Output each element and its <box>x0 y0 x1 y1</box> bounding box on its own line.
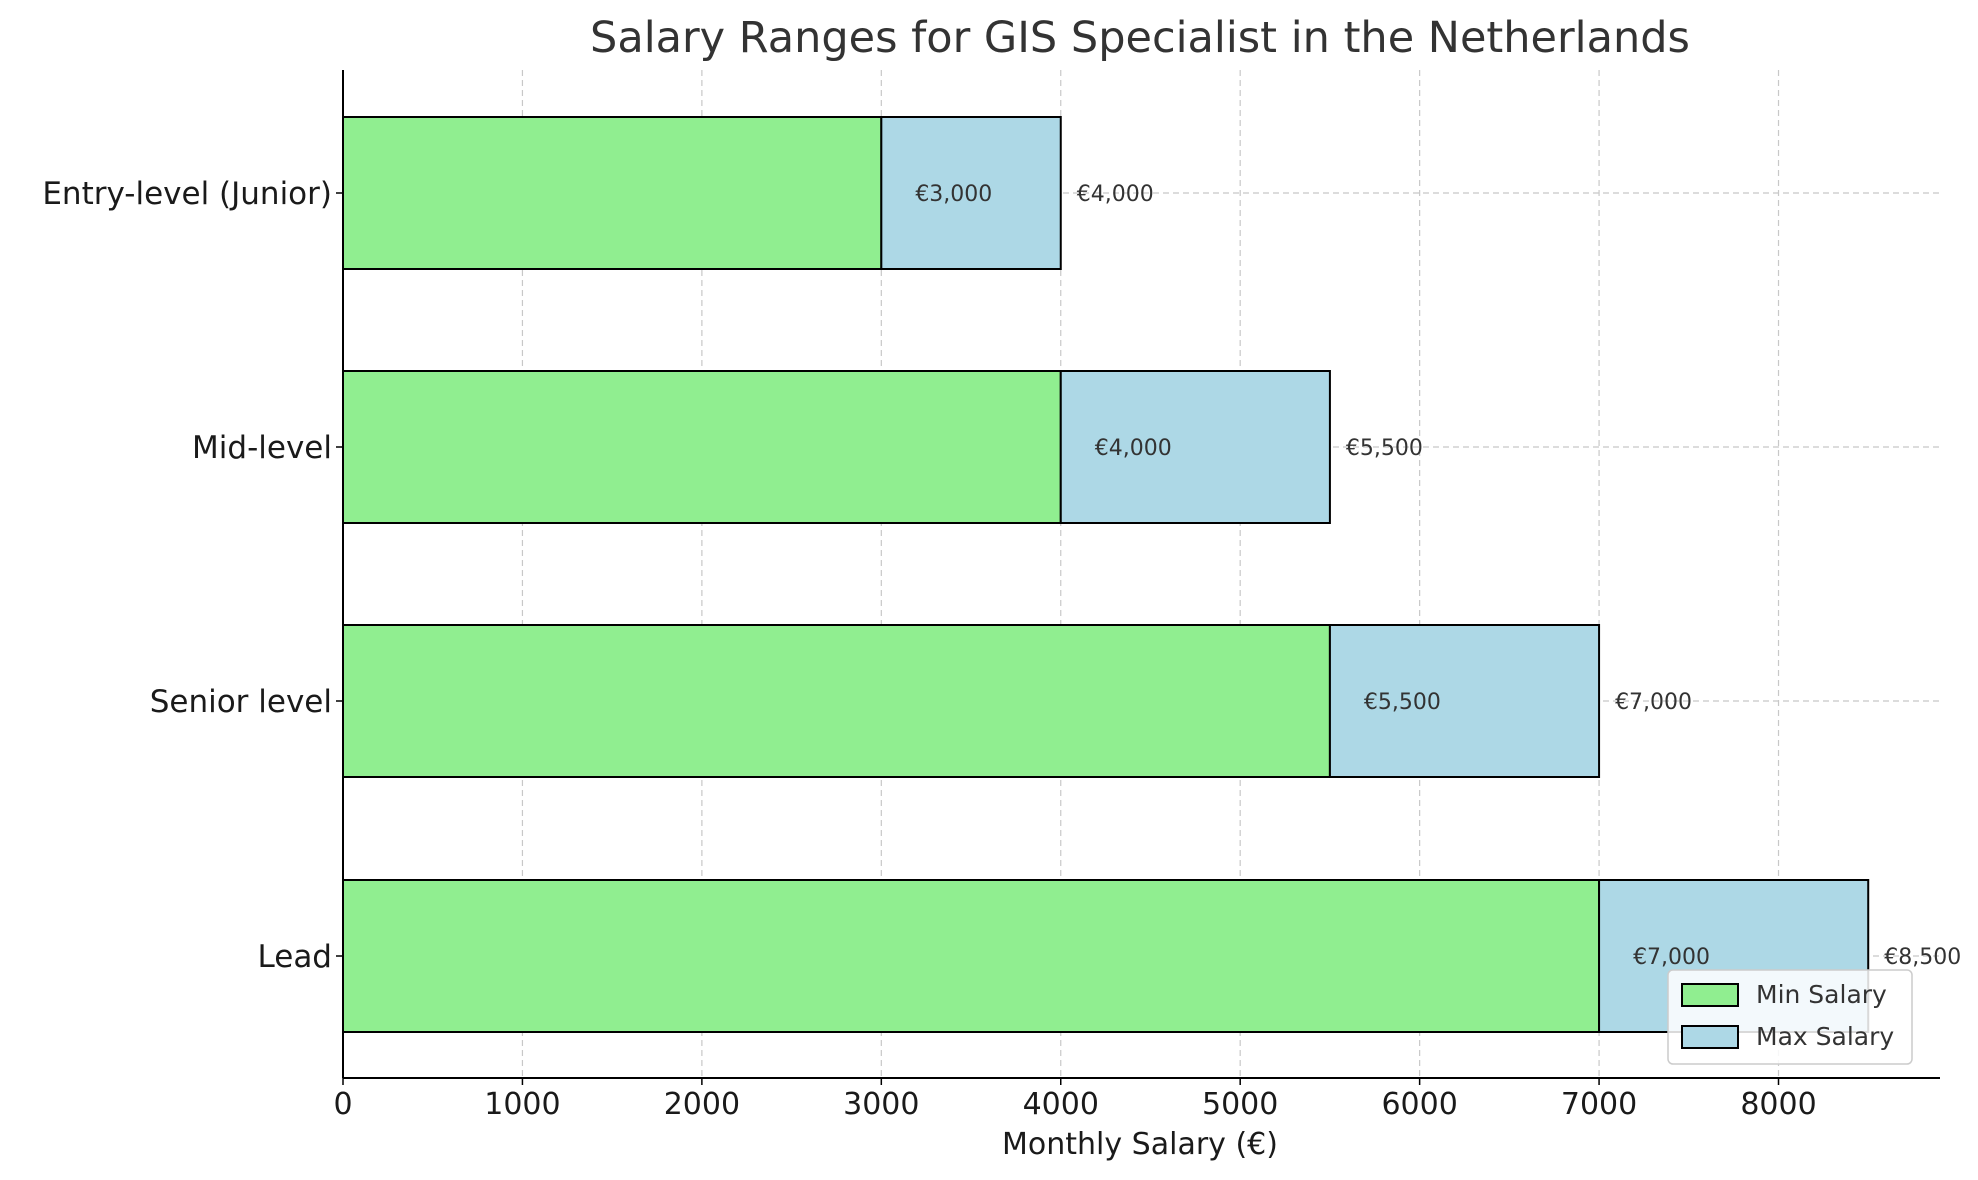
bar-max-salary <box>1328 624 1601 778</box>
y-tick-label: Senior level <box>150 684 332 720</box>
data-label-max: €5,500 <box>1346 436 1423 461</box>
x-tick-label: 6000 <box>1381 1087 1457 1122</box>
bar-min-salary <box>342 879 1601 1033</box>
legend[interactable]: Min Salary Max Salary <box>1667 969 1913 1065</box>
x-tick-label: 1000 <box>484 1087 560 1122</box>
y-tick-label: Entry-level (Junior) <box>42 176 332 212</box>
chart-title: Salary Ranges for GIS Specialist in the … <box>590 13 1690 63</box>
data-label-min: €5,500 <box>1364 690 1441 715</box>
legend-swatch <box>1681 1025 1739 1049</box>
x-tick-label: 5000 <box>1202 1087 1278 1122</box>
legend-entry-label[interactable]: Min Salary <box>1756 980 1887 1009</box>
bar-max-salary <box>1059 370 1331 524</box>
data-labels: €3,000 €4,000 €4,000 €5,500 €5,500 €7,000 €7,0… <box>915 182 1961 970</box>
axis-ticks: Entry-level (Junior) Mid-level Senior leve… <box>42 176 1816 1122</box>
bar-min-salary <box>342 624 1331 778</box>
bar-max-salary <box>880 116 1062 270</box>
data-label-min: €7,000 <box>1633 945 1710 970</box>
legend-entry-label[interactable]: Max Salary <box>1756 1022 1894 1051</box>
axes <box>342 70 1940 1079</box>
x-tick-label: 4000 <box>1023 1087 1099 1122</box>
legend-swatch <box>1681 983 1739 1007</box>
x-axis-label: Monthly Salary (€) <box>1002 1127 1278 1162</box>
data-label-min: €3,000 <box>915 182 992 207</box>
x-tick-label: 0 <box>333 1087 352 1122</box>
data-label-max: €8,500 <box>1884 945 1961 970</box>
x-tick-label: 8000 <box>1740 1087 1816 1122</box>
data-label-max: €4,000 <box>1077 182 1154 207</box>
data-label-min: €4,000 <box>1095 436 1172 461</box>
y-tick-label: Lead <box>258 939 332 975</box>
x-tick-label: 7000 <box>1561 1087 1637 1122</box>
y-tick-label: Mid-level <box>192 430 332 466</box>
bar-series <box>342 116 1870 1033</box>
x-tick-label: 3000 <box>843 1087 919 1122</box>
data-label-max: €7,000 <box>1615 690 1692 715</box>
x-tick-label: 2000 <box>664 1087 740 1122</box>
bar-min-salary <box>342 370 1062 524</box>
bar-min-salary <box>342 116 883 270</box>
